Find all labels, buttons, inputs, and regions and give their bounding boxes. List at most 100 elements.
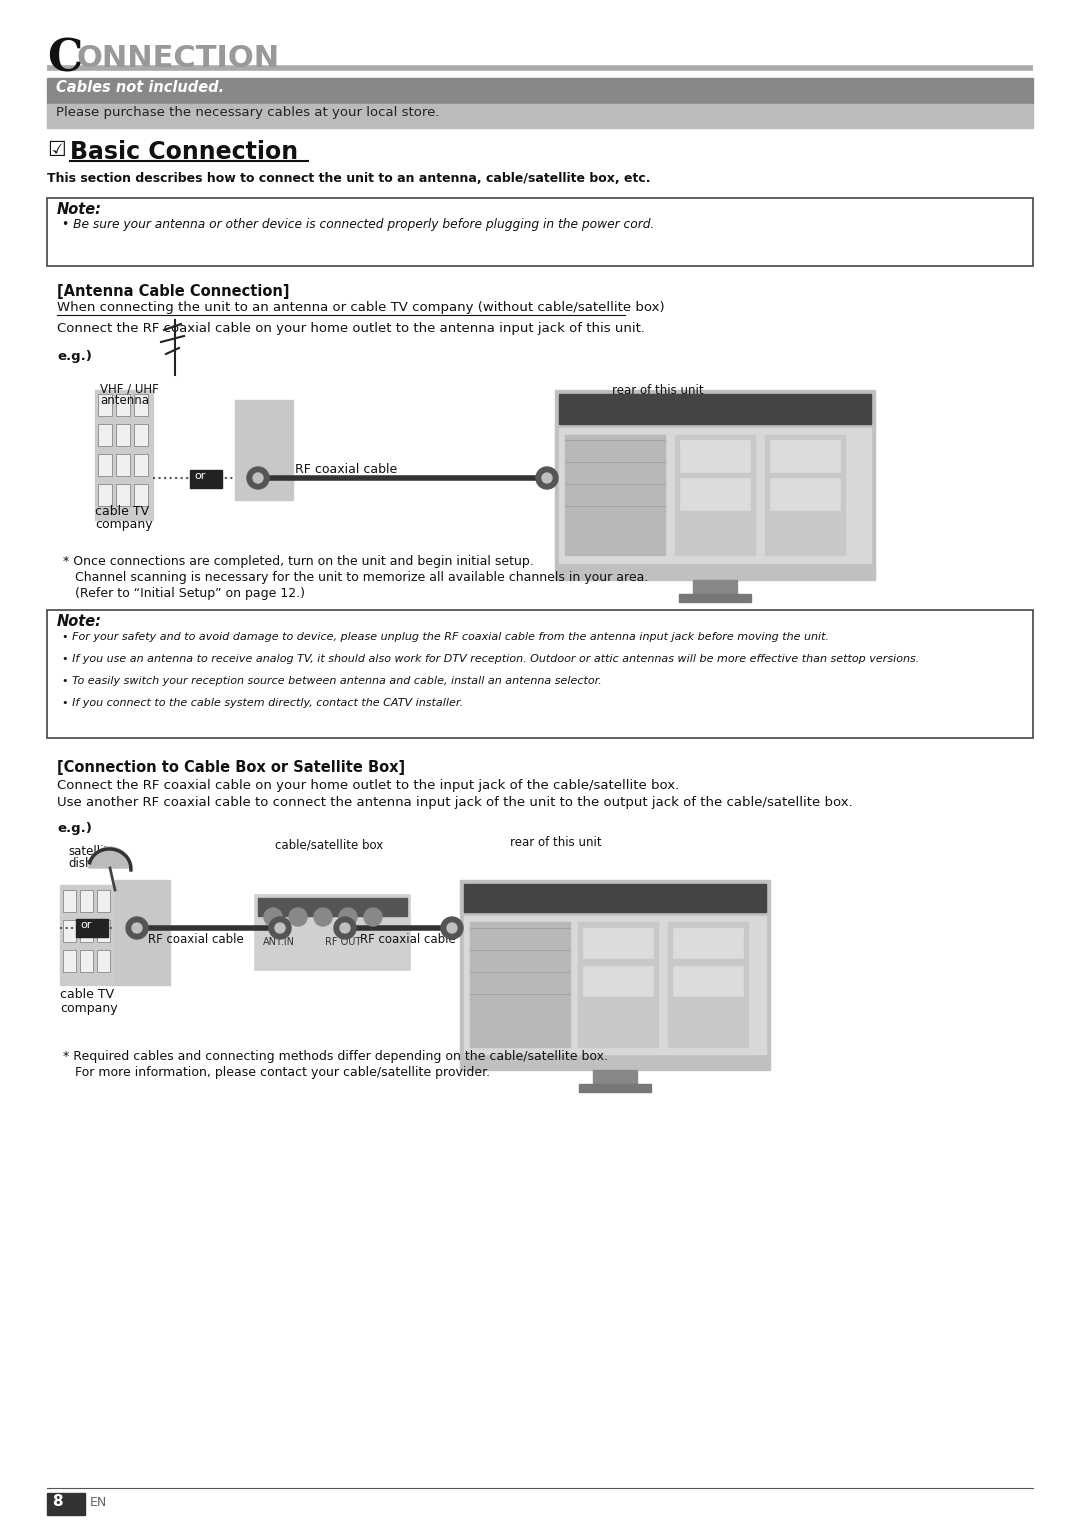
Bar	[97, 951, 110, 972]
Circle shape	[340, 923, 350, 932]
Text: * Required cables and connecting methods differ depending on the cable/satellite: * Required cables and connecting methods…	[63, 1050, 608, 1064]
Circle shape	[132, 923, 141, 932]
Bar	[673, 966, 743, 996]
Text: * Once connections are completed, turn on the unit and begin initial setup.: * Once connections are completed, turn o…	[63, 555, 534, 568]
Bar	[679, 594, 751, 601]
Circle shape	[289, 908, 307, 926]
Bar	[680, 439, 750, 472]
Text: cable TV: cable TV	[60, 987, 114, 1001]
Bar	[559, 427, 870, 563]
Bar	[669, 922, 748, 1047]
Bar	[559, 394, 870, 424]
Text: e.g.): e.g.)	[57, 823, 92, 835]
Text: C: C	[48, 38, 82, 81]
Circle shape	[364, 908, 382, 926]
Bar	[114, 881, 170, 984]
Text: [Connection to Cable Box or Satellite Box]: [Connection to Cable Box or Satellite Bo…	[57, 760, 405, 775]
Text: ☑: ☑	[48, 140, 66, 160]
Text: satellite: satellite	[68, 845, 116, 858]
Bar	[63, 951, 76, 972]
Circle shape	[275, 923, 285, 932]
Text: This section describes how to connect the unit to an antenna, cable/satellite bo: This section describes how to connect th…	[48, 172, 650, 185]
Text: RF coaxial cable: RF coaxial cable	[360, 932, 456, 946]
Bar	[583, 928, 653, 958]
Circle shape	[269, 917, 291, 938]
Circle shape	[253, 473, 264, 484]
Bar	[60, 885, 114, 984]
Text: VHF / UHF: VHF / UHF	[100, 382, 159, 395]
Bar	[63, 890, 76, 913]
Text: ONNECTION: ONNECTION	[76, 44, 279, 73]
Circle shape	[339, 908, 357, 926]
Bar	[693, 580, 737, 594]
Text: • For your safety and to avoid damage to device, please unplug the RF coaxial ca: • For your safety and to avoid damage to…	[62, 632, 829, 642]
Bar	[48, 104, 1032, 128]
Text: 8: 8	[52, 1494, 63, 1509]
Text: rear of this unit: rear of this unit	[510, 836, 602, 848]
Bar	[48, 78, 1032, 104]
Bar	[765, 435, 845, 555]
Text: EN: EN	[90, 1495, 107, 1509]
Bar	[80, 920, 93, 942]
Bar	[675, 435, 755, 555]
Text: Note:: Note:	[57, 613, 102, 629]
Bar	[98, 424, 112, 446]
Text: RF OUT: RF OUT	[325, 937, 361, 948]
Text: Connect the RF coaxial cable on your home outlet to the antenna input jack of th: Connect the RF coaxial cable on your hom…	[57, 322, 645, 336]
Bar	[97, 920, 110, 942]
Text: rear of this unit: rear of this unit	[612, 385, 704, 397]
Bar	[76, 919, 108, 937]
Bar	[98, 484, 112, 507]
Text: Note:: Note:	[57, 201, 102, 217]
Text: • If you connect to the cable system directly, contact the CATV installer.: • If you connect to the cable system dir…	[62, 697, 463, 708]
Wedge shape	[89, 847, 131, 868]
Bar	[258, 897, 407, 916]
Text: For more information, please contact your cable/satellite provider.: For more information, please contact you…	[63, 1067, 490, 1079]
Circle shape	[447, 923, 457, 932]
Circle shape	[334, 917, 356, 938]
Text: • To easily switch your reception source between antenna and cable, install an a: • To easily switch your reception source…	[62, 676, 602, 687]
Bar	[680, 478, 750, 510]
Text: antenna: antenna	[100, 394, 149, 407]
Text: e.g.): e.g.)	[57, 349, 92, 363]
Bar	[63, 920, 76, 942]
Text: or: or	[80, 920, 92, 929]
Text: Cables not included.: Cables not included.	[56, 79, 225, 95]
Circle shape	[536, 467, 558, 488]
Bar	[80, 890, 93, 913]
Bar	[464, 916, 766, 1054]
Bar	[464, 884, 766, 913]
Bar	[48, 610, 1032, 739]
Bar	[190, 470, 222, 488]
Bar	[98, 455, 112, 476]
Text: (Refer to “Initial Setup” on page 12.): (Refer to “Initial Setup” on page 12.)	[63, 588, 305, 600]
Text: cable TV: cable TV	[95, 505, 149, 517]
Bar	[770, 439, 840, 472]
Circle shape	[126, 917, 148, 938]
Bar	[255, 896, 410, 971]
Text: dish: dish	[68, 858, 93, 870]
Bar	[134, 394, 148, 417]
Circle shape	[247, 467, 269, 488]
Bar	[98, 394, 112, 417]
Bar	[770, 478, 840, 510]
Bar	[116, 424, 130, 446]
Bar	[95, 391, 153, 520]
Bar	[97, 890, 110, 913]
Bar	[134, 455, 148, 476]
Circle shape	[314, 908, 332, 926]
Text: • Be sure your antenna or other device is connected properly before plugging in : • Be sure your antenna or other device i…	[62, 218, 654, 230]
Bar	[583, 966, 653, 996]
Bar	[80, 951, 93, 972]
Bar	[116, 455, 130, 476]
Bar	[555, 391, 875, 580]
Text: • If you use an antenna to receive analog TV, it should also work for DTV recept: • If you use an antenna to receive analo…	[62, 655, 919, 664]
Text: When connecting the unit to an antenna or cable TV company (without cable/satell: When connecting the unit to an antenna o…	[57, 301, 664, 314]
Bar	[116, 484, 130, 507]
Bar	[134, 484, 148, 507]
Bar	[579, 1083, 651, 1093]
Text: Use another RF coaxial cable to connect the antenna input jack of the unit to th: Use another RF coaxial cable to connect …	[57, 797, 853, 809]
Circle shape	[441, 917, 463, 938]
Text: Please purchase the necessary cables at your local store.: Please purchase the necessary cables at …	[56, 105, 440, 119]
Text: company: company	[60, 1003, 118, 1015]
